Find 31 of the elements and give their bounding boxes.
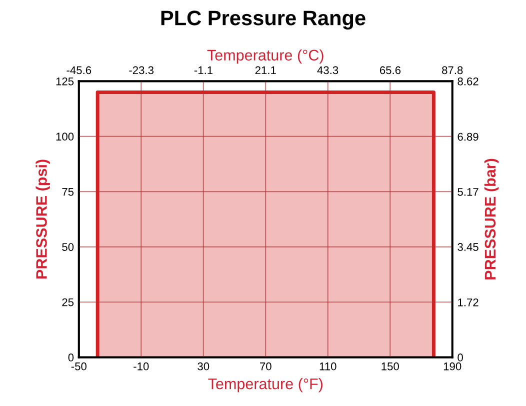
y2-tick-label: 1.72: [458, 298, 478, 306]
x2-tick-label: -1.1: [194, 66, 213, 74]
x-tick-label: 150: [382, 362, 399, 370]
x2-tick-label: 43.3: [317, 66, 338, 74]
x-tick-label: 110: [320, 362, 336, 370]
x-tick-label: 30: [198, 362, 210, 370]
x2-tick-label: 21.1: [255, 66, 276, 74]
y2-axis-title: PRESSURE (bar): [484, 158, 499, 280]
y2-tick-label: 6.89: [458, 132, 478, 141]
y2-tick-label: 5.17: [458, 188, 478, 196]
y2-tick-label: 3.45: [458, 243, 478, 251]
y-tick-label: 100: [56, 132, 74, 141]
y-tick-label: 50: [62, 243, 74, 251]
x-tick-label: 190: [444, 362, 462, 370]
y-axis-title: PRESSURE (psi): [36, 160, 50, 278]
x-tick-label: -50: [71, 362, 86, 370]
x-tick-label: -10: [134, 362, 149, 370]
x-axis-title: Temperature (°F): [208, 378, 322, 392]
y-tick-label: 125: [56, 77, 74, 86]
y-tick-label: 0: [68, 354, 74, 362]
y-tick-label: 25: [62, 298, 74, 306]
y-tick-label: 75: [62, 188, 74, 196]
x2-axis-title: Temperature (°C): [207, 49, 324, 64]
y2-tick-label: 8.62: [458, 77, 478, 86]
y2-tick-label: 0: [458, 354, 463, 362]
x2-tick-label: 65.6: [380, 66, 401, 74]
x2-tick-label: -23.3: [129, 66, 154, 74]
x-tick-label: 70: [260, 362, 272, 370]
x2-tick-label: -45.6: [66, 66, 92, 74]
x2-tick-label: 87.8: [442, 66, 463, 74]
chart-title: PLC Pressure Range: [161, 10, 366, 30]
